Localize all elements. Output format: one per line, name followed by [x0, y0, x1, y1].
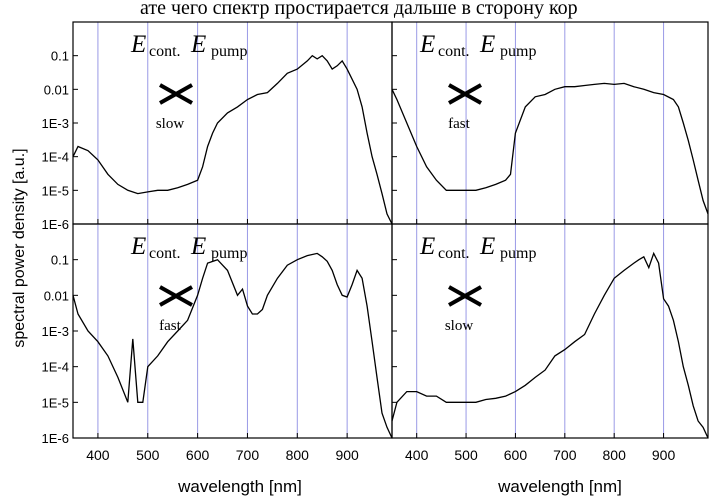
field-label-cont: E: [419, 31, 435, 58]
x-tick-label-500: 500: [454, 447, 478, 463]
crystal-cross-b: [159, 83, 193, 105]
x-tick-label-600: 600: [186, 447, 210, 463]
regime-label: slow: [445, 318, 474, 334]
x-tick-label-400: 400: [86, 447, 110, 463]
field-label-pump: E: [479, 233, 495, 260]
field-label-pump: E: [190, 31, 206, 58]
header-text: ате чего спектр простирается дальше в ст…: [140, 0, 578, 19]
x-tick-label-500: 500: [136, 447, 160, 463]
y-tick-label-5: 0.1: [51, 49, 69, 64]
y-tick-label-0: 1E-6: [42, 431, 69, 446]
crystal-cross-b: [448, 83, 482, 105]
series-line-top-right: [391, 82, 709, 215]
crystal-cross-b: [448, 285, 482, 307]
y-tick-label-4: 0.01: [44, 288, 69, 303]
y-tick-label-2: 1E-4: [42, 150, 69, 165]
x-tick-label-700: 700: [553, 447, 577, 463]
panel-bottom-left: 400 500 600 700 800 900 1E-6 1E-5 1E-4 1E-3 0.01 0.…: [42, 223, 393, 463]
y-tick-label-1: 1E-5: [42, 183, 69, 198]
field-label-cont: E: [130, 233, 146, 260]
field-sub-pump: pump: [500, 43, 536, 60]
field-sub-pump: pump: [211, 43, 247, 60]
field-sub-cont: cont.: [149, 245, 181, 262]
series-line-bottom-left: [72, 252, 393, 439]
series-line-bottom-right: [391, 251, 709, 439]
series-line-top-left: [72, 54, 393, 225]
axes-labels: spectral power density [a.u.] wavelength…: [11, 148, 622, 496]
x-tick-label-700: 700: [236, 447, 260, 463]
x-tick-label-800: 800: [603, 447, 627, 463]
field-sub-cont: cont.: [438, 245, 470, 262]
y-tick-label-0: 1E-6: [42, 217, 69, 232]
x-axis-label-right: wavelength [nm]: [497, 477, 622, 496]
regime-label: fast: [159, 318, 181, 334]
x-tick-label-900: 900: [652, 447, 676, 463]
regime-label: slow: [156, 116, 185, 132]
crystal-cross-b: [159, 285, 193, 307]
field-label-pump: E: [479, 31, 495, 58]
y-tick-label-4: 0.01: [44, 82, 69, 97]
field-sub-pump: pump: [211, 245, 247, 262]
field-label-cont: E: [130, 31, 146, 58]
y-tick-label-1: 1E-5: [42, 395, 69, 410]
field-label-cont: E: [419, 233, 435, 260]
x-tick-label-400: 400: [405, 447, 429, 463]
field-sub-cont: cont.: [438, 43, 470, 60]
field-sub-cont: cont.: [149, 43, 181, 60]
y-tick-label-5: 0.1: [51, 253, 69, 268]
x-tick-label-800: 800: [286, 447, 310, 463]
y-tick-label-3: 1E-3: [42, 324, 69, 339]
y-tick-label-2: 1E-4: [42, 360, 69, 375]
x-axis-label-left: wavelength [nm]: [177, 477, 302, 496]
field-label-pump: E: [190, 233, 206, 260]
regime-label: fast: [448, 116, 470, 132]
x-tick-label-900: 900: [335, 447, 359, 463]
y-axis-label: spectral power density [a.u.]: [11, 148, 28, 347]
x-tick-label-600: 600: [504, 447, 528, 463]
y-tick-label-3: 1E-3: [42, 116, 69, 131]
field-sub-pump: pump: [500, 245, 536, 262]
